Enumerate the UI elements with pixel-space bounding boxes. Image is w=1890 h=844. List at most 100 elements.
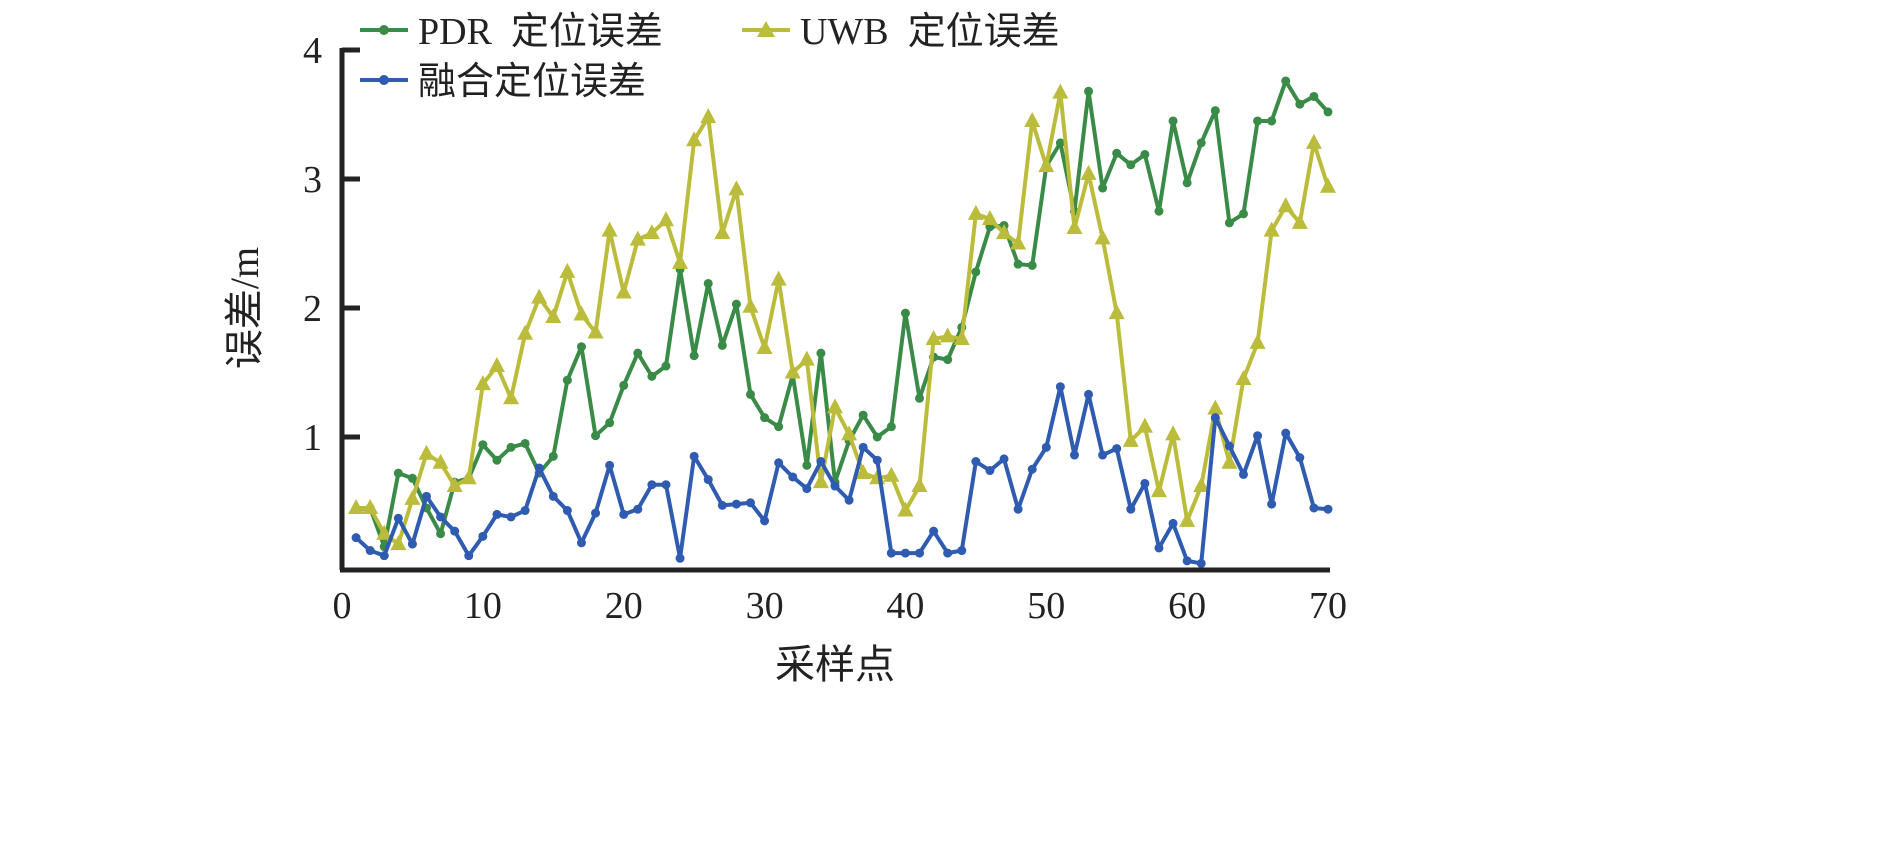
data-point-uwb [390,535,407,551]
data-point-pdr [1126,160,1136,170]
data-point-fusion [407,539,417,549]
data-point-pdr [1323,107,1333,117]
series-pdr [351,76,1333,552]
data-point-uwb [404,489,421,505]
data-point-uwb [827,398,843,414]
data-point-pdr [1295,99,1305,109]
data-point-fusion [436,512,446,522]
data-point-pdr [872,432,882,442]
data-point-pdr [1224,218,1234,228]
data-point-uwb [714,224,731,240]
data-point-fusion [464,551,474,561]
data-point-pdr [1098,183,1108,193]
data-point-fusion [576,538,586,548]
data-point-uwb [1024,111,1041,127]
data-point-uwb [503,389,520,405]
data-point-fusion [1309,503,1319,513]
series-fusion [351,382,1333,568]
y-tick-label: 2 [303,288,322,330]
data-point-fusion [886,548,896,558]
data-point-pdr [1281,76,1291,86]
x-tick-label: 30 [746,585,784,627]
data-point-uwb [1207,399,1224,415]
data-point-fusion [1168,518,1178,528]
x-tick-label: 70 [1309,585,1347,627]
data-point-uwb [1277,197,1294,213]
data-point-fusion [1041,442,1051,452]
data-point-uwb [1066,219,1083,235]
data-point-fusion [562,506,572,516]
data-point-pdr [1168,116,1178,126]
data-point-uwb [1094,229,1111,245]
data-point-uwb [474,375,491,391]
data-point-uwb [981,209,998,225]
data-point-fusion [591,508,601,518]
data-point-uwb [1193,477,1210,493]
data-point-fusion [379,551,389,561]
data-point-uwb [1291,213,1308,229]
x-axis-title: 采样点 [775,642,895,687]
data-point-uwb [418,444,435,460]
data-point-uwb [1249,333,1266,349]
y-axis-title: 误差/m [222,247,267,369]
data-point-uwb [488,357,505,373]
data-point-uwb [742,297,759,313]
data-point-uwb [953,329,970,345]
legend-marker-fusion [379,75,389,85]
data-point-pdr [915,393,925,403]
data-point-fusion [605,460,615,470]
series-line-fusion [354,384,1329,566]
data-point-pdr [562,375,572,385]
data-point-fusion [520,506,530,516]
data-point-uwb [812,473,829,489]
data-point-uwb [1122,431,1139,447]
data-point-uwb [728,180,745,196]
data-point-pdr [1154,206,1164,216]
legend-item-fusion: 融合定位误差 [360,61,646,103]
series-line-uwb [356,90,1330,547]
data-point-uwb [545,308,562,324]
data-point-pdr [943,355,953,365]
data-point-pdr [971,267,981,277]
data-point-fusion [816,457,826,467]
data-point-fusion [422,491,432,501]
data-point-fusion [788,472,798,482]
data-point-fusion [1238,469,1248,479]
data-point-fusion [534,463,544,473]
series-uwb [348,83,1336,551]
data-point-pdr [1084,86,1094,96]
legend-item-pdr: PDR 定位误差 [360,11,663,53]
x-tick-label: 0 [333,585,352,627]
data-point-fusion [872,455,882,465]
data-point-pdr [1253,116,1263,126]
data-point-fusion [830,481,840,491]
data-point-fusion [633,504,643,514]
data-point-fusion [844,495,854,505]
data-point-uwb [883,466,900,482]
data-point-pdr [520,438,530,448]
data-point-uwb [686,131,703,147]
data-point-fusion [985,466,995,476]
data-point-uwb [770,270,787,286]
data-point-fusion [1196,558,1206,568]
data-point-uwb [1038,157,1055,173]
legend-label-fusion: 融合定位误差 [418,61,646,103]
data-point-uwb [784,363,801,379]
data-point-pdr [661,361,671,371]
data-point-fusion [1013,504,1023,514]
data-point-pdr [393,468,403,478]
data-point-uwb [855,464,872,480]
data-point-fusion [689,451,699,461]
data-point-uwb [573,305,590,321]
data-point-uwb [446,477,463,493]
data-point-fusion [929,526,939,536]
data-point-uwb [939,327,956,343]
data-point-fusion [647,480,657,490]
legend-label-pdr: PDR 定位误差 [418,11,663,53]
data-point-fusion [661,480,671,490]
data-point-uwb [1165,425,1182,441]
data-point-fusion [1267,499,1277,509]
data-point-uwb [348,498,365,514]
data-point-fusion [478,531,488,541]
data-point-uwb [1305,133,1322,149]
